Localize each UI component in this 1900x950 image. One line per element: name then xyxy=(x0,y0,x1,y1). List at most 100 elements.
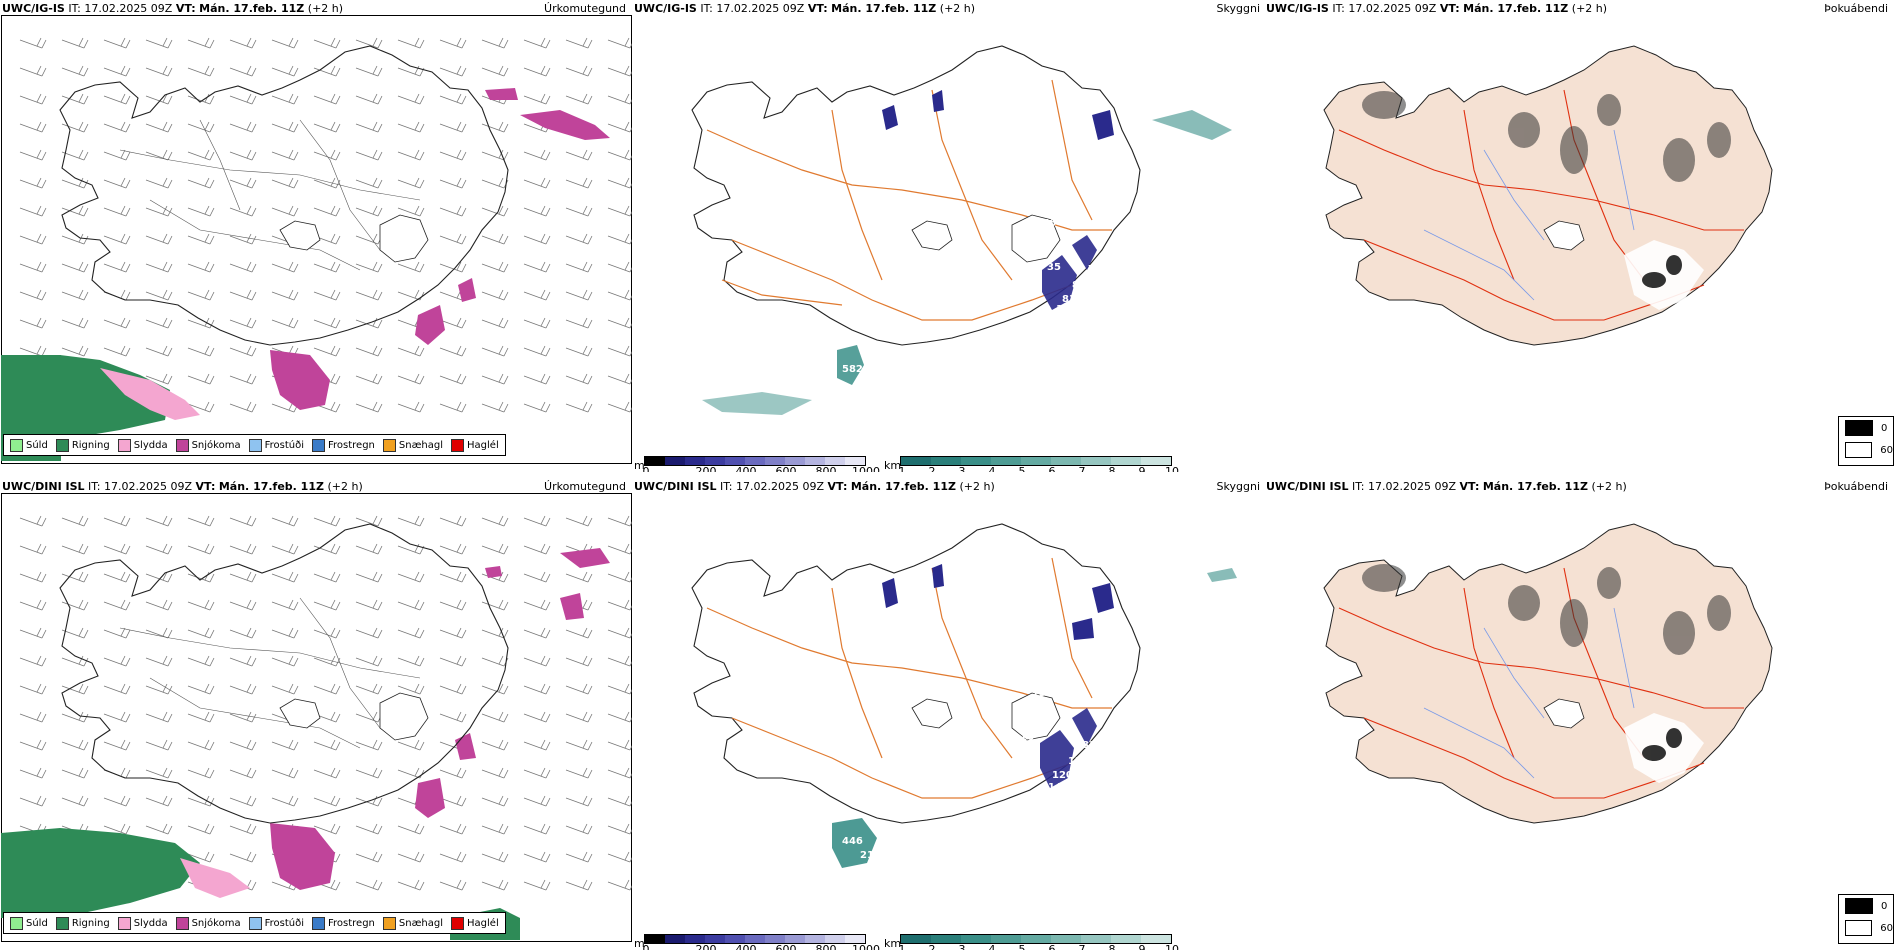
legend-swatch xyxy=(10,916,23,930)
low-visibility-areas xyxy=(702,90,1232,415)
wind-barb xyxy=(103,795,131,807)
colorbar-tick: 800 xyxy=(815,943,837,950)
wind-barb xyxy=(565,739,593,751)
wind-barb xyxy=(19,233,47,245)
wind-barb xyxy=(565,851,593,863)
wind-barb xyxy=(355,599,383,611)
precip-type-map xyxy=(1,37,632,461)
wind-barb xyxy=(607,655,632,667)
vis-value: 131 xyxy=(1032,688,1053,699)
visibility-panel-dini: UWC/DINI ISL IT: 17.02.2025 09Z VT: Mán.… xyxy=(632,478,1264,950)
wind-barb xyxy=(565,515,593,527)
wind-barb xyxy=(397,177,425,189)
wind-barb xyxy=(523,177,551,189)
colorbar-tick: 200 xyxy=(695,465,717,472)
wind-barb xyxy=(355,401,383,413)
legend-item: Slydda xyxy=(117,438,168,452)
wind-barb xyxy=(565,571,593,583)
legend-swatch xyxy=(248,438,262,452)
legend-item: Slydda xyxy=(117,916,168,930)
wind-barb xyxy=(187,401,215,413)
wind-barb xyxy=(397,373,425,385)
fog-core xyxy=(1642,728,1682,761)
wind-barb xyxy=(439,823,467,835)
wind-barb xyxy=(145,149,173,161)
wind-barb xyxy=(103,149,131,161)
colorbar-tick: 6 xyxy=(1048,465,1056,472)
wind-barb xyxy=(19,543,47,555)
legend-swatch xyxy=(312,916,325,930)
legend-swatch xyxy=(10,438,23,452)
colorbar-unit: m xyxy=(634,937,645,950)
legend-swatch xyxy=(55,438,69,452)
wind-barb xyxy=(355,149,383,161)
wind-barb xyxy=(61,767,89,779)
wind-barb xyxy=(481,627,509,639)
wind-barb xyxy=(481,121,509,133)
wind-barb xyxy=(187,205,215,217)
wind-barb xyxy=(565,261,593,273)
wind-barb xyxy=(439,767,467,779)
wind-barb xyxy=(145,571,173,583)
wind-barb xyxy=(523,93,551,105)
wind-barb xyxy=(355,121,383,133)
wind-barb xyxy=(19,571,47,583)
wind-barb xyxy=(103,543,131,555)
wind-barb xyxy=(607,373,632,385)
vis-value: 32 xyxy=(1100,620,1114,631)
wind-barb xyxy=(271,289,299,301)
wind-barb xyxy=(313,121,341,133)
colorbar-tick: 1 xyxy=(898,465,906,472)
wind-barb xyxy=(523,599,551,611)
colorbar-tick: 8 xyxy=(1108,465,1116,472)
wind-barb xyxy=(145,345,173,357)
wind-barb xyxy=(607,233,632,245)
wind-barb xyxy=(397,205,425,217)
colorbar-tick: 6 xyxy=(1048,943,1056,950)
panel-title: Skyggni xyxy=(1216,2,1260,15)
wind-barb xyxy=(607,515,632,527)
wind-barb xyxy=(523,795,551,807)
sleet-area xyxy=(100,368,200,420)
snow-area xyxy=(270,823,335,890)
wind-barb xyxy=(187,571,215,583)
low-visibility-areas xyxy=(832,564,1237,868)
wind-barb xyxy=(523,823,551,835)
precip-type-panel-igis: UWC/IG-IS IT: 17.02.2025 09Z VT: Mán. 17… xyxy=(0,0,632,472)
fog-shading xyxy=(1362,564,1731,655)
wind-barb xyxy=(187,739,215,751)
wind-barb xyxy=(523,149,551,161)
sleet-area xyxy=(180,858,250,898)
wind-barb xyxy=(61,683,89,695)
wind-barb xyxy=(607,121,632,133)
wind-barb xyxy=(61,93,89,105)
wind-barb xyxy=(481,205,509,217)
legend-swatch xyxy=(451,916,465,930)
snow-area xyxy=(520,110,610,140)
wind-barb xyxy=(481,767,509,779)
wind-barb xyxy=(229,177,257,189)
wind-barb xyxy=(313,683,341,695)
wind-barb xyxy=(61,205,89,217)
colorbar-tick: 600 xyxy=(775,465,797,472)
wind-barb xyxy=(397,823,425,835)
wind-barb xyxy=(397,149,425,161)
colorbar-tick: 400 xyxy=(735,465,757,472)
vis-value: 80 xyxy=(1118,560,1132,571)
wind-barb xyxy=(229,121,257,133)
wind-barb xyxy=(61,121,89,133)
wind-barb xyxy=(19,317,47,329)
wind-barb xyxy=(607,767,632,779)
colorbar-cells xyxy=(644,934,866,944)
glacier-fog xyxy=(1624,713,1704,783)
wind-barb xyxy=(103,571,131,583)
vis-value: 81 xyxy=(1082,740,1096,751)
wind-barb xyxy=(145,823,173,835)
wind-barb xyxy=(523,879,551,891)
wind-barb xyxy=(61,261,89,273)
wind-barb xyxy=(187,93,215,105)
snow-area xyxy=(458,278,476,302)
colorbar-tick: 0 xyxy=(642,943,650,950)
wind-barb xyxy=(607,599,632,611)
legend-swatch xyxy=(451,438,465,452)
